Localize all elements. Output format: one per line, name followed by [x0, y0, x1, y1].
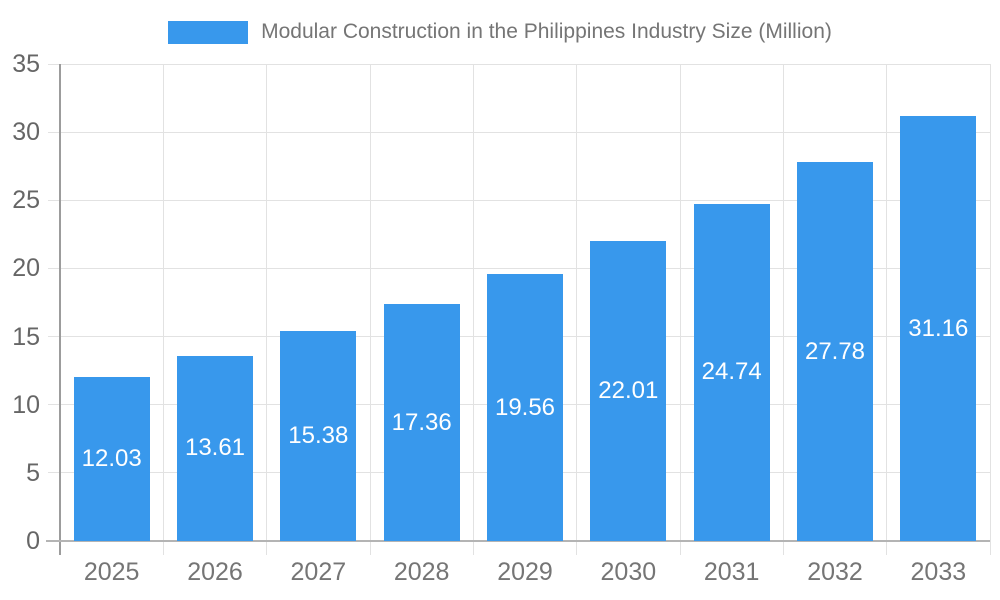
bar-2032[interactable]: 27.78	[797, 162, 873, 541]
bar-2027[interactable]: 15.38	[280, 331, 357, 541]
gridline-horizontal	[48, 63, 990, 65]
gridline-horizontal	[48, 267, 990, 269]
bar-value-label: 12.03	[81, 445, 142, 473]
gridline-vertical	[162, 64, 164, 555]
bar-value-label: 13.61	[184, 434, 246, 462]
bar-value-label: 22.01	[598, 377, 659, 404]
gridline-vertical	[989, 64, 991, 555]
bar-value-label: 15.38	[288, 422, 349, 450]
x-axis-tick-label: 2028	[393, 558, 450, 586]
gridline-vertical	[369, 64, 371, 555]
bar-value-label: 17.36	[391, 408, 452, 436]
y-axis-tick-label: 30	[12, 118, 40, 147]
x-axis-tick-label: 2032	[807, 558, 863, 586]
bar-2031[interactable]: 24.74	[693, 203, 770, 541]
x-axis-tick-label: 2031	[703, 558, 760, 586]
y-axis-tick-label: 35	[12, 50, 40, 78]
plot-area: 12.03 13.61 15.38 17.36 19.56 22.01 24.74 27.78…	[46, 63, 991, 555]
y-axis-tick-label: 15	[12, 322, 40, 351]
y-axis-tick-label: 20	[12, 254, 40, 283]
gridline-vertical	[679, 64, 681, 555]
x-axis-tick-label: 2033	[910, 558, 967, 586]
y-axis-tick-label: 5	[26, 458, 40, 487]
x-axis-tick-label: 2026	[187, 558, 243, 586]
x-axis-baseline	[46, 540, 990, 542]
y-axis-tick-label: 0	[26, 527, 40, 555]
gridline-horizontal	[48, 131, 990, 133]
x-axis-tick-label: 2029	[497, 558, 553, 586]
legend-label: Modular Construction in the Philippines …	[261, 20, 832, 43]
x-axis-tick-label: 2027	[290, 558, 347, 586]
gridline-vertical	[472, 64, 474, 555]
legend: Modular Construction in the Philippines …	[0, 10, 1000, 54]
gridline-vertical	[266, 64, 268, 555]
bar-value-label: 24.74	[701, 358, 762, 386]
bar-2025[interactable]: 12.03	[73, 377, 150, 541]
legend-swatch	[168, 20, 249, 44]
bar-value-label: 19.56	[494, 393, 556, 421]
bar-2028[interactable]: 17.36	[383, 304, 460, 541]
y-axis-line	[59, 64, 61, 555]
gridline-vertical	[782, 64, 784, 555]
y-axis-tick-label: 10	[12, 390, 40, 419]
bar-2029[interactable]: 19.56	[487, 274, 563, 541]
y-axis-tick-label: 25	[12, 186, 40, 215]
bar-value-label: 27.78	[804, 337, 866, 365]
bar-2030[interactable]: 22.01	[590, 241, 667, 541]
gridline-vertical	[576, 64, 578, 555]
gridline-horizontal	[48, 199, 990, 201]
bar-value-label: 31.16	[908, 314, 969, 342]
x-axis-tick-label: 2025	[83, 558, 140, 586]
gridline-vertical	[886, 64, 888, 555]
bar-2033[interactable]: 31.16	[900, 116, 977, 541]
bar-2026[interactable]: 13.61	[177, 355, 253, 541]
x-axis-tick-label: 2030	[600, 558, 657, 586]
